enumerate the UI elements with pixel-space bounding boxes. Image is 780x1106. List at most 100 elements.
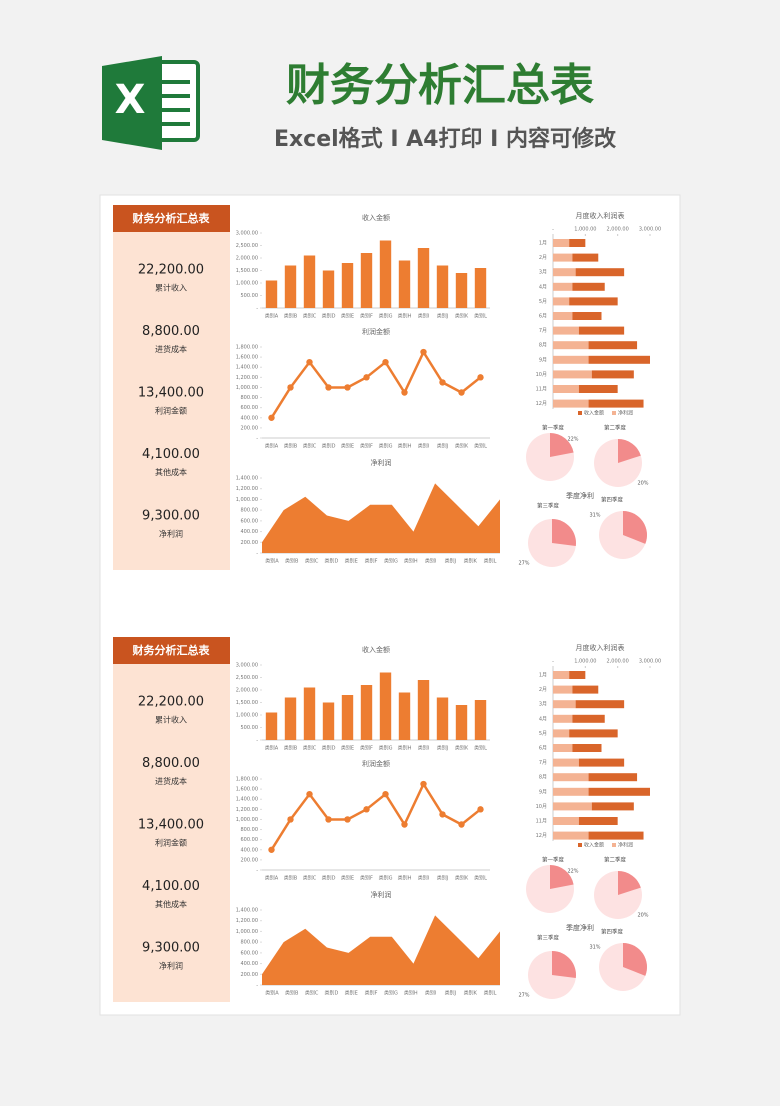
x-tick-label: 类别E <box>341 875 354 882</box>
y-tick-label: 1,400.00 <box>236 908 258 914</box>
point <box>325 816 332 823</box>
x-tick-label: 类别H <box>398 745 412 752</box>
y-tick-label: - <box>256 436 258 442</box>
bar-segment <box>588 787 650 796</box>
point <box>458 821 465 828</box>
line <box>270 349 482 419</box>
y-tick-label: 200.00 <box>241 425 259 431</box>
y-tick-label: 1月 <box>539 673 547 679</box>
x-tick-label: 类别I <box>425 558 436 565</box>
y-tick-label: 4月 <box>539 284 547 290</box>
pie-label: 22% <box>567 437 578 443</box>
bar-segment <box>553 773 589 782</box>
x-tick-label: 类别K <box>464 558 478 565</box>
y-tick-label: 800.00 <box>241 940 259 946</box>
bar-segment <box>553 714 573 723</box>
point <box>439 379 446 386</box>
y-tick-label: 10月 <box>536 372 547 378</box>
point <box>268 846 275 853</box>
y-tick-label: 2,000.00 <box>236 256 258 262</box>
x-tick-label: 类别L <box>484 990 497 997</box>
x-tick-label: 类别F <box>360 313 373 320</box>
x-tick-label: 类别K <box>455 875 469 882</box>
point <box>420 348 427 356</box>
line <box>270 781 482 851</box>
bar-segment <box>553 297 570 306</box>
y-tick-label: - <box>256 306 258 312</box>
x-tick-label: 类别E <box>341 313 354 320</box>
point <box>268 414 275 421</box>
x-tick-label: 类别L <box>484 558 497 565</box>
x-tick-label: 类别J <box>437 875 448 882</box>
bar-segment <box>572 685 599 694</box>
bar-segment <box>553 326 579 335</box>
x-tick-label: 类别H <box>404 990 418 997</box>
x-tick-label: 类别K <box>455 313 469 320</box>
bar <box>455 705 468 740</box>
x-tick-label: 类别I <box>418 745 429 752</box>
x-tick-label: 3,000.00 <box>639 659 661 665</box>
bar <box>341 695 354 740</box>
x-tick-label: 1,000.00 <box>574 659 596 665</box>
x-tick-label: 类别E <box>341 443 354 450</box>
bar-segment <box>572 714 605 723</box>
point <box>401 389 408 396</box>
x-tick-label: 类别J <box>437 313 448 320</box>
kpi-value: 13,400.00 <box>138 386 204 401</box>
bar <box>417 680 430 740</box>
excel-icon: X <box>102 56 200 150</box>
x-tick-label: 类别C <box>303 443 317 450</box>
x-tick-label: 类别A <box>265 443 279 450</box>
x-tick-label: 类别D <box>322 875 336 882</box>
y-tick-label: 1,200.00 <box>236 375 258 381</box>
bar-segment <box>572 253 599 262</box>
point <box>458 389 465 396</box>
bar-segment <box>553 385 579 393</box>
chart-title: 收入金额 <box>362 645 390 654</box>
x-tick-label: 类别F <box>360 875 373 882</box>
bar-segment <box>588 341 638 350</box>
x-tick-label: 类别I <box>418 443 429 450</box>
point <box>420 780 427 788</box>
kpi-value: 9,300.00 <box>142 509 200 524</box>
bar-segment <box>575 268 625 277</box>
kpi-value: 4,100.00 <box>142 447 200 462</box>
bar <box>379 672 392 740</box>
point <box>325 384 332 391</box>
legend-swatch <box>612 843 616 847</box>
bar-segment <box>553 268 576 277</box>
bar-segment <box>553 312 573 320</box>
x-tick-label: 类别I <box>418 875 429 882</box>
y-tick-label: 1,000.00 <box>236 281 258 287</box>
bar <box>360 685 373 740</box>
y-tick-label: 2,500.00 <box>236 243 258 249</box>
point <box>363 806 370 813</box>
x-tick-label: 类别H <box>398 313 412 320</box>
y-tick-label: 9月 <box>539 357 547 363</box>
bar <box>284 697 297 740</box>
legend-swatch <box>578 411 582 415</box>
y-tick-label: 12月 <box>536 833 547 839</box>
chart-title: 收入金额 <box>362 213 390 222</box>
y-tick-label: 11月 <box>536 387 547 393</box>
x-tick-label: 类别G <box>384 558 398 565</box>
x-tick-label: 类别D <box>322 313 336 320</box>
bar-segment <box>553 802 592 811</box>
bar-segment <box>553 744 573 752</box>
x-tick-label: 类别J <box>437 443 448 450</box>
y-tick-label: 1,000.00 <box>236 817 258 823</box>
kpi-label: 利润金额 <box>155 838 187 848</box>
x-tick-label: 类别F <box>360 443 373 450</box>
y-tick-label: 1,000.00 <box>236 929 258 935</box>
kpi-label: 累计收入 <box>155 283 187 293</box>
y-tick-label: 7月 <box>539 328 547 334</box>
y-tick-label: 1,000.00 <box>236 713 258 719</box>
bar <box>284 265 297 308</box>
bar <box>455 273 468 308</box>
pie-title: 第四季度 <box>601 928 624 936</box>
y-tick-label: 500.00 <box>241 725 259 731</box>
panel-title: 财务分析汇总表 <box>132 211 211 225</box>
x-tick-label: 类别D <box>324 990 338 997</box>
bar-segment <box>572 744 602 752</box>
bar-segment <box>588 773 638 782</box>
